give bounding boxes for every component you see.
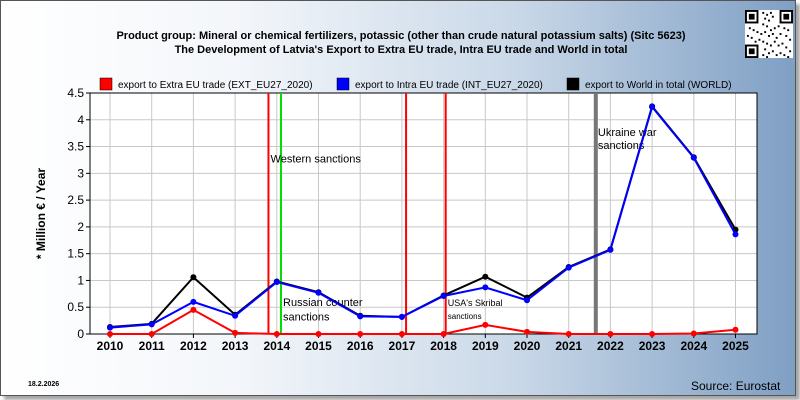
legend-label: export to Intra EU trade (INT_EU27_2020) — [355, 80, 543, 91]
data-point — [315, 289, 322, 296]
source-label: Source: Eurostat — [691, 379, 781, 393]
legend-swatch — [99, 77, 113, 91]
annotation-label: Western sanctions — [271, 154, 362, 166]
x-tick-label: 2011 — [139, 339, 165, 353]
x-tick-label: 2022 — [597, 339, 624, 353]
annotation-label: USA's Skribal — [448, 298, 503, 308]
y-tick-label: 0 — [77, 327, 84, 341]
data-point — [440, 331, 447, 337]
data-point — [398, 331, 405, 337]
chart-title-line1: Product group: Mineral or chemical ferti… — [116, 30, 686, 42]
x-tick-label: 2019 — [472, 339, 499, 353]
data-point — [649, 331, 656, 337]
x-tick-label: 2015 — [305, 339, 332, 353]
x-tick-label: 2023 — [639, 339, 666, 353]
data-point — [482, 273, 489, 280]
data-point — [232, 312, 239, 319]
series-line — [109, 104, 737, 329]
y-tick-label: 2.5 — [67, 193, 84, 207]
data-point — [732, 231, 739, 238]
series-line — [110, 308, 736, 335]
data-point — [565, 331, 572, 337]
annotation-label: sanctions — [448, 312, 482, 321]
x-tick-label: 2014 — [263, 339, 290, 353]
legend-label: export to Extra EU trade (EXT_EU27_2020) — [118, 80, 313, 91]
y-tick-label: 2 — [77, 220, 84, 234]
y-tick-label: 1 — [77, 273, 84, 287]
x-tick-label: 2017 — [389, 339, 416, 353]
data-point — [148, 321, 155, 328]
annotation-label: Russian counter — [283, 297, 363, 309]
x-tick-label: 2018 — [430, 339, 457, 353]
y-tick-label: 1.5 — [67, 247, 84, 261]
date-label: 18.2.2026 — [28, 381, 60, 388]
data-point — [482, 321, 489, 328]
legend-label: export to World in total (WORLD) — [585, 80, 732, 91]
y-tick-label: 4.5 — [67, 86, 84, 100]
x-tick-label: 2020 — [514, 339, 541, 353]
data-point — [732, 326, 739, 333]
plot-area — [90, 93, 757, 334]
x-tick-label: 2016 — [347, 339, 374, 353]
x-tick-label: 2010 — [97, 339, 124, 353]
data-point — [107, 331, 113, 337]
data-point — [482, 284, 489, 291]
data-point — [232, 329, 239, 336]
data-point — [524, 328, 530, 335]
x-tick-label: 2021 — [555, 339, 582, 353]
data-point — [607, 246, 614, 253]
data-point — [357, 331, 364, 337]
data-point — [357, 313, 364, 320]
annotation-label: sanctions — [283, 312, 330, 324]
qr-code-icon — [745, 10, 793, 58]
data-point — [148, 331, 155, 337]
data-point — [398, 313, 405, 320]
x-tick-label: 2013 — [222, 339, 249, 353]
data-point — [190, 274, 197, 281]
data-point — [649, 103, 656, 110]
y-axis-label: * Million € / Year — [34, 168, 48, 259]
y-tick-label: 0.5 — [67, 300, 84, 314]
data-point — [107, 324, 113, 331]
data-point — [315, 331, 322, 337]
x-tick-label: 2012 — [180, 339, 207, 353]
chart-title-line2: The Development of Latvia's Export to Ex… — [174, 44, 628, 56]
y-tick-label: 3.5 — [67, 140, 84, 154]
data-point — [690, 154, 697, 161]
x-tick-label: 2025 — [722, 339, 749, 353]
y-tick-label: 3 — [77, 166, 84, 180]
data-point — [273, 331, 280, 337]
annotation-label: Ukraine war — [598, 127, 657, 139]
x-tick-label: 2024 — [680, 339, 707, 353]
data-point — [690, 330, 697, 337]
data-point — [190, 298, 197, 305]
data-point — [440, 292, 447, 299]
data-point — [565, 264, 572, 271]
data-point — [273, 279, 280, 286]
data-point — [607, 331, 614, 337]
legend-swatch — [336, 77, 350, 91]
annotation-label: sanctions — [598, 140, 645, 152]
y-tick-label: 4 — [77, 113, 84, 127]
data-point — [190, 306, 197, 313]
data-point — [524, 297, 530, 304]
legend-swatch — [566, 77, 580, 91]
